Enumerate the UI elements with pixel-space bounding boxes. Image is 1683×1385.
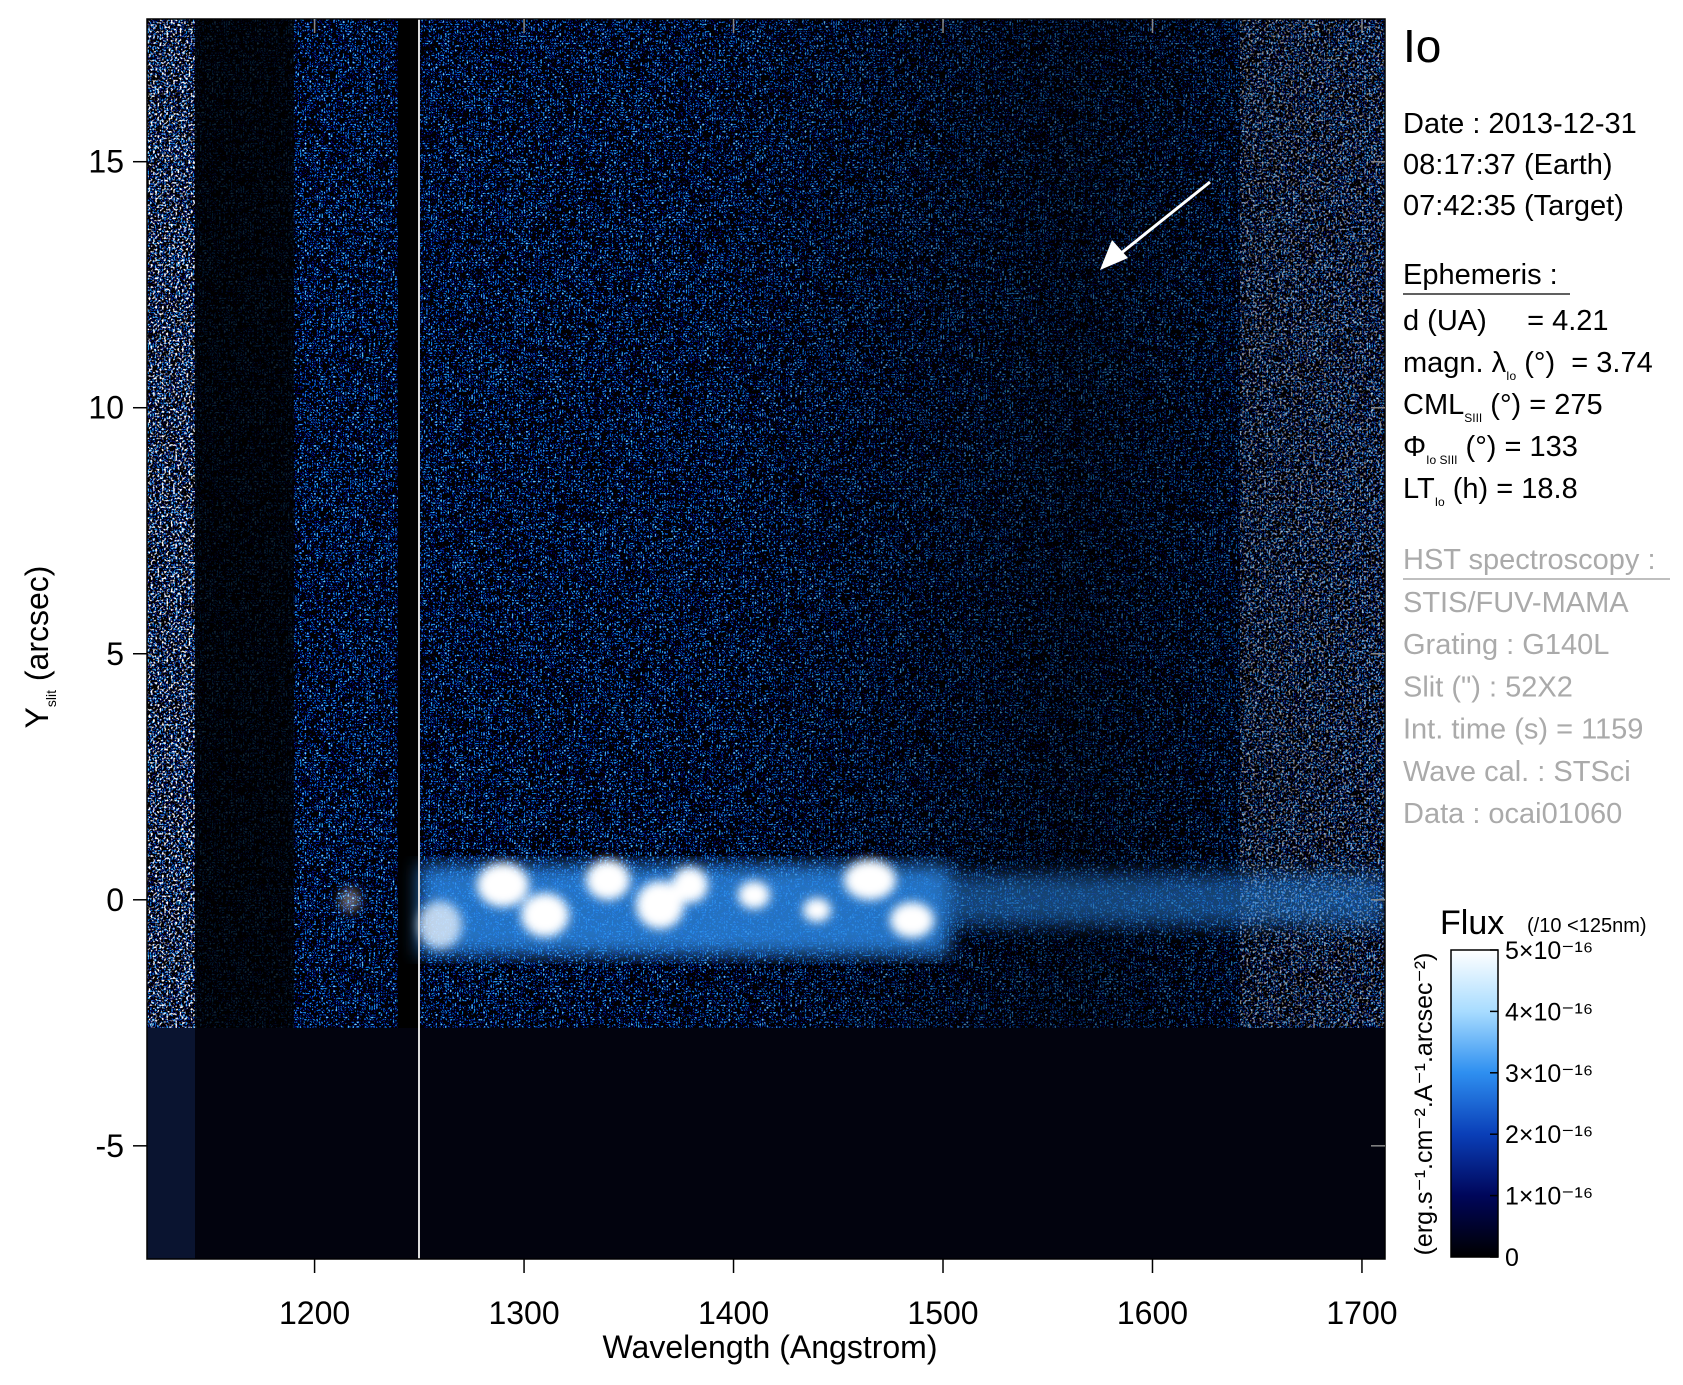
y-tick-label: 10: [88, 390, 124, 426]
colorbar-tick-label: 4×10⁻¹⁶: [1505, 998, 1593, 1026]
ephemeris-sub: Io: [1435, 495, 1445, 509]
date-line: Date : 2013-12-31: [1403, 108, 1637, 140]
ephemeris-line: LTIo (h) = 18.8: [1403, 473, 1578, 509]
colorbar-tick-label: 1×10⁻¹⁶: [1505, 1183, 1593, 1211]
ephemeris-text: CML: [1403, 389, 1464, 421]
y-tick-label: 15: [88, 144, 124, 180]
x-tick-label: 1300: [488, 1295, 559, 1331]
axes: 1200 1300 1400 1500 1600 1700 -5 0 5 10 15: [88, 19, 1398, 1331]
ephemeris-text: (°) = 275: [1482, 389, 1602, 421]
colorbar-tick-label: 5×10⁻¹⁶: [1505, 937, 1593, 965]
colorbar-tick-label: 0: [1505, 1244, 1519, 1272]
colorbar-note: (/10 <125nm): [1527, 915, 1647, 937]
colorbar-title: Flux: [1440, 904, 1504, 942]
ephemeris-line: CMLSIII (°) = 275: [1403, 389, 1603, 425]
ephemeris-sub: Io: [1506, 369, 1516, 383]
colorbar-tick-label: 2×10⁻¹⁶: [1505, 1121, 1593, 1149]
ephemeris-text: Φ: [1403, 431, 1426, 463]
y-axis-label: Yslit (arcsec): [19, 566, 59, 729]
spectrogram-image: [147, 19, 1385, 1259]
ephemeris-sub: SIII: [1464, 411, 1482, 425]
instrument-line: STIS/FUV-MAMA: [1403, 587, 1629, 619]
y-label-rest: (arcsec): [19, 566, 55, 690]
instrument-line: Wave cal. : STSci: [1403, 756, 1631, 788]
x-tick-label: 1200: [279, 1295, 350, 1331]
y-tick-label: 5: [106, 636, 124, 672]
ephemeris-title: Ephemeris :: [1403, 259, 1558, 291]
y-label-main: Y: [19, 707, 55, 728]
ephemeris-text: LT: [1403, 473, 1435, 505]
instrument-title: HST spectroscopy :: [1403, 544, 1656, 576]
y-label-sub: slit: [43, 690, 59, 707]
ephemeris-text: magn. λ: [1403, 347, 1507, 379]
date-line: 08:17:37 (Earth): [1403, 149, 1613, 181]
ephemeris-text: (h) = 18.8: [1445, 473, 1578, 505]
ephemeris-line: ΦIo SIII (°) = 133: [1403, 431, 1578, 467]
plot-frame: [146, 18, 1386, 1260]
ephemeris-line: magn. λIo (°) = 3.74: [1403, 347, 1653, 383]
ephemeris-sub: Io SIII: [1426, 453, 1457, 467]
ephemeris-text: (°) = 3.74: [1516, 347, 1653, 379]
instrument-line: Grating : G140L: [1403, 629, 1609, 661]
info-panel: Date : 2013-12-31 08:17:37 (Earth) 07:42:3…: [1403, 108, 1670, 830]
x-tick-label: 1500: [907, 1295, 978, 1331]
x-axis-label: Wavelength (Angstrom): [603, 1329, 938, 1365]
y-tick-label: -5: [96, 1128, 124, 1164]
colorbar-tick-label: 3×10⁻¹⁶: [1505, 1060, 1593, 1088]
ephemeris-text: (°) = 133: [1458, 431, 1578, 463]
x-tick-label: 1600: [1117, 1295, 1188, 1331]
instrument-line: Slit (") : 52X2: [1403, 671, 1573, 703]
y-tick-label: 0: [106, 882, 124, 918]
chart-title: Io: [1403, 20, 1441, 72]
colorbar-label: (erg.s⁻¹.cm⁻².A⁻¹.arcsec⁻²): [1410, 953, 1438, 1256]
date-line: 07:42:35 (Target): [1403, 190, 1624, 222]
instrument-line: Data : ocai01060: [1403, 798, 1622, 830]
ephemeris-text: d (UA) = 4.21: [1403, 305, 1609, 337]
colorbar: [1450, 949, 1499, 1258]
instrument-line: Int. time (s) = 1159: [1403, 714, 1643, 746]
x-tick-label: 1400: [698, 1295, 769, 1331]
ephemeris-line: d (UA) = 4.21: [1403, 305, 1609, 337]
x-tick-label: 1700: [1326, 1295, 1397, 1331]
